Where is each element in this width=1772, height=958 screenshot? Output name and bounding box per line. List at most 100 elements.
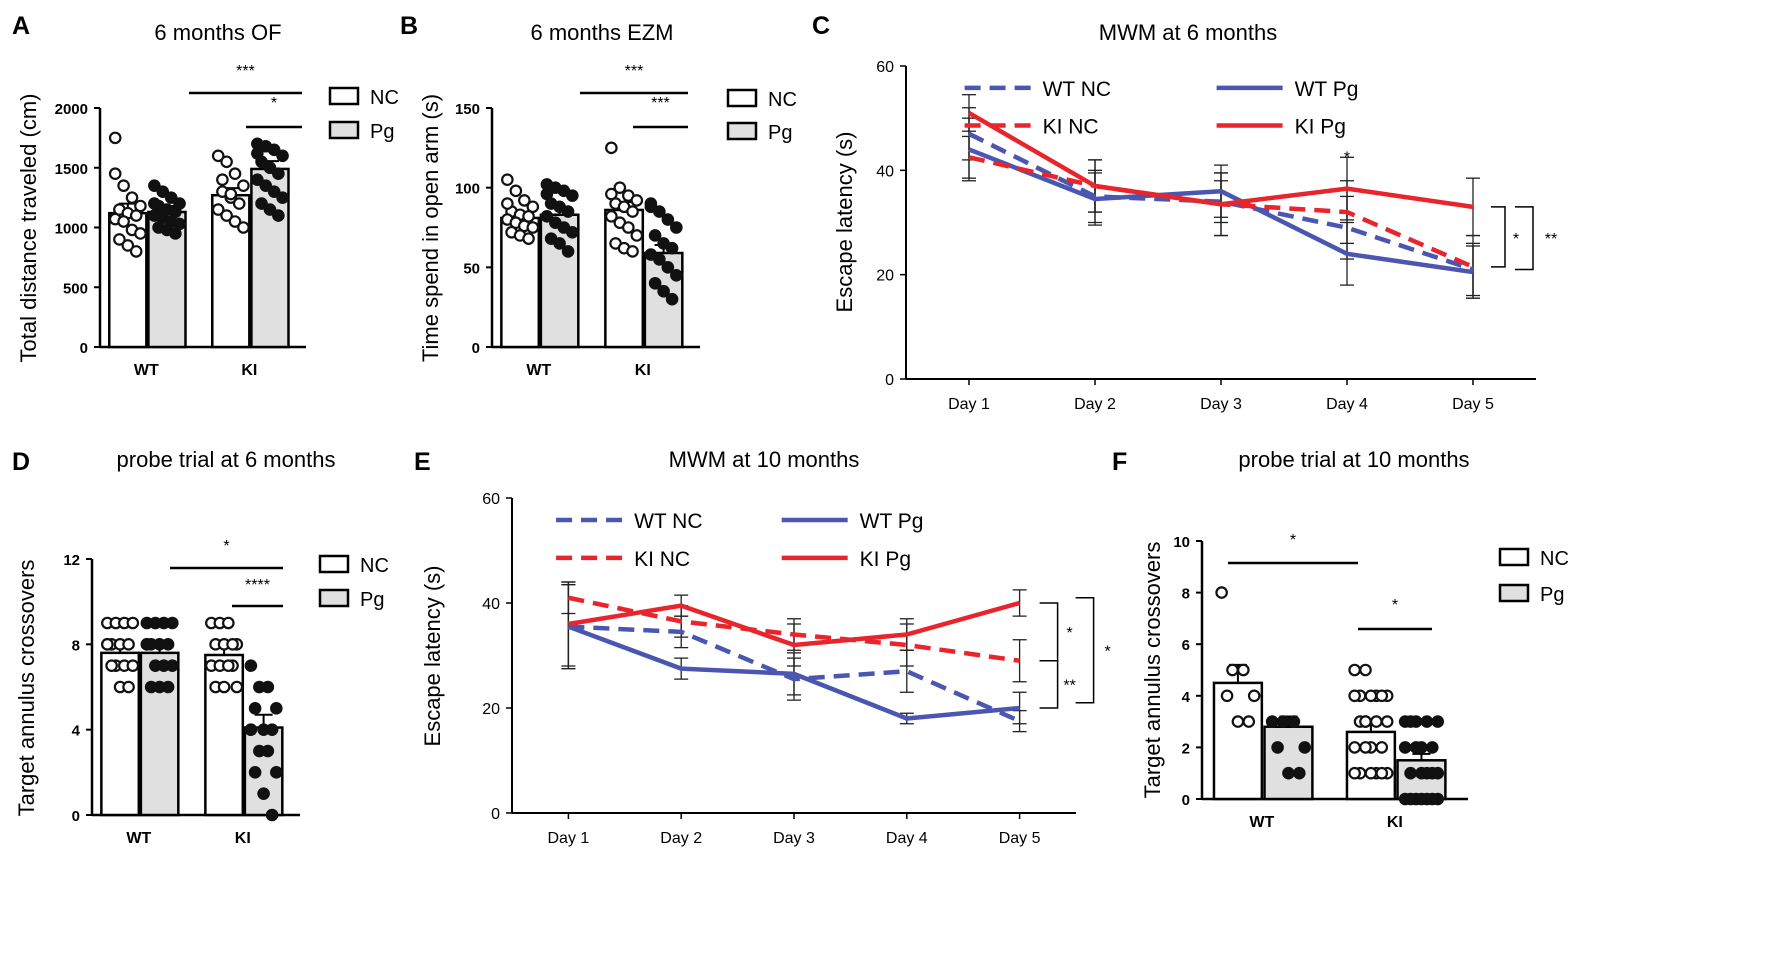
- data-point: [122, 680, 135, 694]
- data-point: [263, 203, 277, 216]
- y-axis-label: Time spend in open arm (s): [418, 94, 443, 362]
- data-point: [1431, 715, 1445, 728]
- y-tick-label: 12: [63, 552, 80, 569]
- data-point: [1215, 586, 1228, 599]
- data-point: [222, 659, 235, 672]
- data-point: [272, 209, 285, 222]
- data-point: [169, 227, 182, 240]
- data-point: [613, 181, 627, 194]
- data-point: [263, 161, 277, 175]
- data-point: [140, 638, 154, 651]
- data-point: [105, 659, 118, 672]
- legend-label-pg: Pg: [768, 122, 792, 144]
- data-point: [553, 237, 566, 250]
- data-point: [222, 616, 235, 630]
- data-point: [248, 702, 262, 715]
- data-point: [1298, 741, 1312, 754]
- legend-label-pg: Pg: [360, 589, 384, 611]
- y-tick-label: 150: [455, 101, 480, 118]
- data-point: [622, 221, 635, 234]
- data-point: [156, 185, 170, 198]
- data-point: [661, 213, 675, 226]
- y-tick-label: 0: [885, 372, 894, 389]
- data-point: [117, 179, 130, 192]
- data-point: [261, 744, 275, 758]
- data-point: [1375, 766, 1389, 780]
- bar-nc-ki: [204, 653, 245, 817]
- significance-label: ****: [245, 577, 270, 594]
- legend-label-ki-pg: KI Pg: [860, 548, 911, 571]
- x-tick-label: KI: [235, 830, 251, 847]
- significance-bracket: [1491, 206, 1506, 268]
- data-point: [166, 616, 179, 630]
- data-point: [126, 659, 140, 672]
- x-tick-label: WT: [126, 830, 151, 847]
- data-point: [265, 723, 279, 736]
- data-point: [272, 167, 285, 181]
- legend-label-wt-nc: WT NC: [1043, 78, 1111, 101]
- y-tick-label: 60: [482, 491, 500, 508]
- data-point: [1364, 766, 1378, 780]
- data-point: [561, 245, 575, 258]
- x-tick-label: Day 1: [948, 396, 990, 413]
- data-point: [626, 245, 639, 258]
- data-point: [164, 191, 178, 204]
- legend-label-nc: NC: [360, 555, 389, 577]
- data-point: [653, 253, 666, 266]
- significance-label: *: [1290, 532, 1296, 549]
- legend-label-pg: Pg: [370, 121, 394, 143]
- data-point: [644, 200, 658, 214]
- y-tick-label: 20: [482, 701, 500, 718]
- data-point: [1398, 741, 1412, 754]
- data-point: [561, 205, 575, 218]
- data-point: [267, 185, 281, 198]
- y-tick-label: 40: [482, 596, 500, 613]
- data-point: [270, 766, 283, 779]
- data-point: [220, 155, 233, 169]
- panel-label-f: F: [1112, 448, 1127, 476]
- data-point: [166, 659, 179, 672]
- data-point: [217, 680, 231, 694]
- data-point: [630, 229, 644, 242]
- legend-label-wt-nc: WT NC: [634, 510, 702, 533]
- data-point: [1380, 715, 1394, 728]
- legend-label-nc: NC: [1540, 548, 1569, 570]
- panel-label-a: A: [12, 12, 30, 40]
- y-tick-label: 6: [1182, 637, 1190, 654]
- y-tick-label: 8: [1182, 586, 1190, 603]
- data-point: [540, 210, 554, 223]
- x-tick-label: Day 5: [999, 830, 1041, 847]
- y-tick-label: 40: [876, 163, 894, 180]
- x-tick-label: Day 2: [1074, 396, 1116, 413]
- legend-label-ki-nc: KI NC: [1043, 115, 1099, 138]
- bar-pg-wt: [1263, 725, 1314, 801]
- data-point: [232, 197, 246, 210]
- data-point: [161, 638, 175, 651]
- x-tick-label: Day 3: [1200, 396, 1242, 413]
- data-point: [220, 209, 233, 222]
- y-tick-label: 50: [463, 260, 480, 277]
- data-point: [267, 143, 281, 157]
- data-point: [657, 284, 670, 298]
- series-line-ki-pg: [967, 111, 1474, 210]
- legend-label-wt-pg: WT Pg: [860, 510, 924, 533]
- data-point: [230, 680, 244, 694]
- data-point: [1271, 741, 1284, 754]
- data-point: [1370, 715, 1383, 728]
- legend-swatch-nc: [328, 86, 360, 106]
- y-tick-label: 0: [472, 340, 480, 357]
- data-point: [1220, 689, 1234, 703]
- data-point: [1359, 715, 1372, 728]
- data-point: [276, 149, 289, 163]
- y-tick-label: 10: [1173, 534, 1190, 551]
- data-point: [257, 787, 270, 800]
- significance-label: ***: [236, 63, 255, 80]
- data-point: [1287, 715, 1301, 728]
- data-point: [216, 173, 229, 186]
- data-point: [1359, 663, 1372, 677]
- x-tick-label: Day 2: [660, 830, 702, 847]
- y-tick-label: 0: [80, 340, 88, 357]
- data-point: [148, 197, 161, 210]
